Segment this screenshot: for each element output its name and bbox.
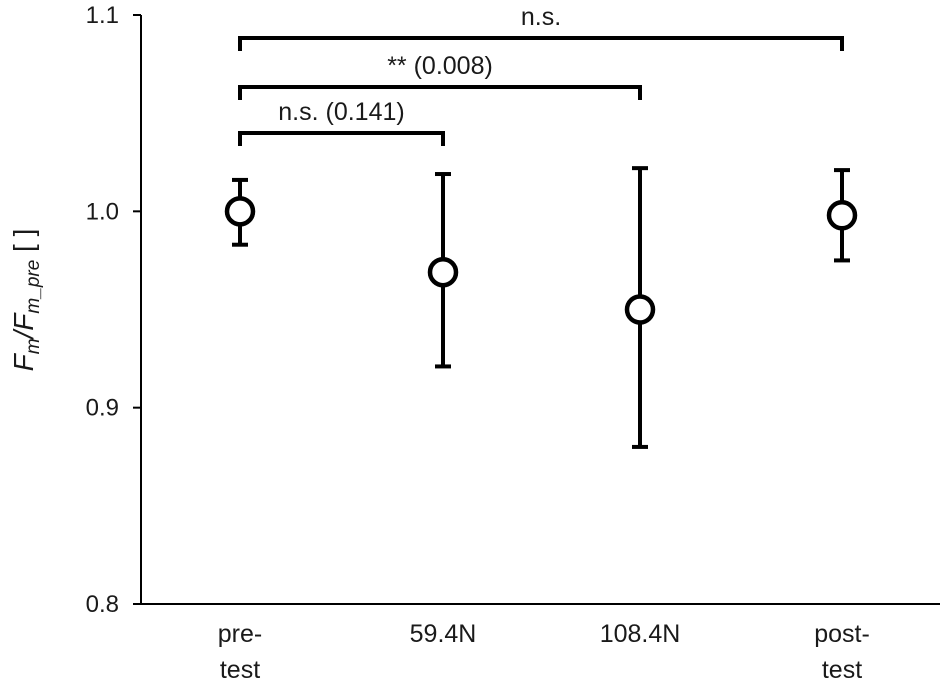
y-tick-label: 0.9 <box>86 395 119 422</box>
y-axis-label: Fm/Fm_pre [ ] <box>8 229 44 372</box>
significance-bracket <box>238 36 844 51</box>
y-axis-label-part: /F <box>8 312 39 341</box>
data-point <box>224 196 256 227</box>
axis-labels: 0.8 0.9 1.0 1.1 pre-test 59.4N 108.4N post-test… <box>8 2 870 684</box>
y-axis-label-part: F <box>8 352 39 371</box>
significance-label: n.s. <box>521 3 561 31</box>
data-point <box>624 294 656 325</box>
y-tick-label: 1.0 <box>86 198 119 225</box>
y-tick-label: 0.8 <box>86 591 119 618</box>
x-category-label: 108.4N <box>600 620 681 648</box>
x-category-label: post- <box>814 620 870 648</box>
data-point <box>826 200 858 231</box>
x-category-label: test <box>822 656 862 684</box>
data-point <box>427 256 459 288</box>
axes <box>133 14 940 605</box>
y-tick-label: 1.1 <box>86 2 119 29</box>
significance-label: ** (0.008) <box>387 52 493 80</box>
y-axis-label-subscript: m_pre <box>23 260 44 314</box>
significance-bracket <box>238 85 642 100</box>
y-axis-label-subscript: m <box>23 338 44 354</box>
x-category-label: pre- <box>218 620 262 648</box>
significance-label: n.s. (0.141) <box>278 98 404 126</box>
significance-brackets: n.s. (0.141) ** (0.008) n.s. <box>238 3 844 146</box>
data-points <box>224 166 858 449</box>
y-axis-label-part: [ ] <box>8 229 39 260</box>
x-category-label: 59.4N <box>410 620 477 648</box>
x-category-label: test <box>220 656 260 684</box>
significance-bracket <box>238 131 445 146</box>
